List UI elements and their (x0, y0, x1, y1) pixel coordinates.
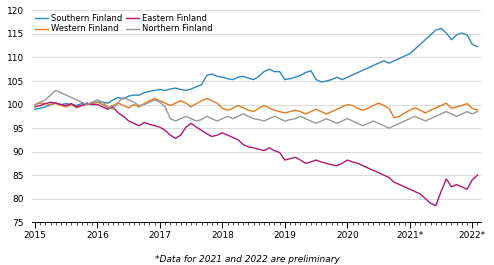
Western Finland (391, 116, 397, 119)
Western Finland (475, 109, 481, 112)
Western Finland (250, 110, 256, 113)
Northern Finland (53, 89, 59, 92)
Northern Finland (32, 103, 38, 106)
Eastern Finland (412, 190, 418, 193)
Line: Eastern Finland: Eastern Finland (35, 102, 478, 206)
Eastern Finland (375, 171, 381, 174)
Western Finland (53, 101, 59, 105)
Northern Finland (250, 117, 256, 120)
Southern Finland (475, 45, 481, 48)
Southern Finland (370, 64, 376, 67)
Northern Finland (417, 117, 423, 120)
Eastern Finland (433, 204, 439, 207)
Southern Finland (407, 52, 413, 55)
Southern Finland (42, 105, 48, 108)
Southern Finland (53, 101, 59, 105)
Western Finland (79, 104, 85, 107)
Line: Southern Finland: Southern Finland (35, 28, 478, 109)
Eastern Finland (42, 102, 48, 105)
Northern Finland (84, 103, 90, 106)
Southern Finland (32, 108, 38, 111)
Western Finland (42, 102, 48, 105)
Eastern Finland (47, 101, 53, 104)
Northern Finland (375, 122, 381, 125)
Southern Finland (246, 77, 251, 80)
Eastern Finland (32, 105, 38, 108)
Western Finland (32, 103, 38, 106)
Northern Finland (42, 98, 48, 101)
Legend: Southern Finland, Western Finland, Eastern Finland, Northern Finland: Southern Finland, Western Finland, Easte… (34, 12, 214, 35)
Northern Finland (58, 91, 64, 94)
Western Finland (417, 109, 423, 112)
Western Finland (375, 101, 381, 105)
Northern Finland (475, 110, 481, 113)
Southern Finland (438, 27, 444, 30)
Eastern Finland (250, 146, 256, 149)
Eastern Finland (58, 103, 64, 106)
Western Finland (152, 97, 158, 100)
Eastern Finland (84, 101, 90, 105)
Line: Western Finland: Western Finland (35, 98, 478, 118)
Northern Finland (386, 126, 392, 130)
Eastern Finland (475, 174, 481, 177)
Southern Finland (79, 102, 85, 105)
Text: *Data for 2021 and 2022 are preliminary: *Data for 2021 and 2022 are preliminary (155, 255, 339, 264)
Line: Northern Finland: Northern Finland (35, 90, 478, 128)
